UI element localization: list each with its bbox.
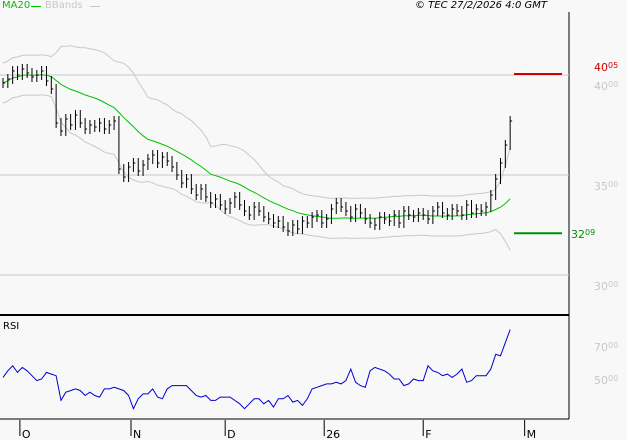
rsi-tick-label: 5000 <box>594 374 618 387</box>
x-tick-label: N <box>133 428 141 440</box>
legend-bbands-swatch <box>90 6 100 7</box>
rsi-line <box>2 329 511 410</box>
price-level-label: 4005 <box>594 61 618 74</box>
x-tick-label: F <box>425 428 431 440</box>
legend-bbands: BBands <box>45 0 83 11</box>
x-tick-label: D <box>227 428 235 440</box>
price-tick-label: 3500 <box>594 180 618 193</box>
legend-ma20-swatch <box>31 6 41 7</box>
x-tick-label: M <box>527 428 537 440</box>
x-tick-label: O <box>22 428 31 440</box>
bband-lower-line <box>2 94 511 251</box>
rsi-tick-label: 7000 <box>594 341 618 354</box>
ma20-line <box>2 74 511 219</box>
copyright: © TEC 27/2/2026 4:0 GMT <box>415 0 547 11</box>
price-tick-label: 4000 <box>594 80 618 93</box>
price-tick-label: 3000 <box>594 280 618 293</box>
legend-ma20: MA20 <box>2 0 31 11</box>
rsi-label: RSI <box>3 321 20 332</box>
bband-upper-line <box>2 45 511 199</box>
x-tick-label: 26 <box>326 428 340 440</box>
price-level-label: 3209 <box>571 228 595 241</box>
